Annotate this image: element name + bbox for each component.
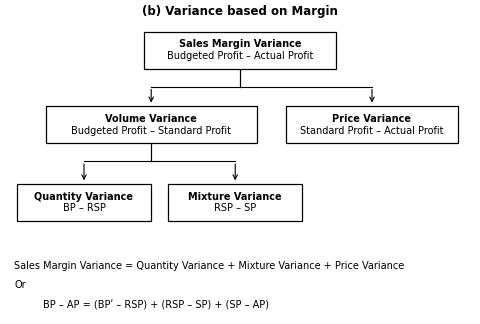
Text: Sales Margin Variance: Sales Margin Variance: [179, 39, 301, 49]
FancyBboxPatch shape: [144, 32, 336, 69]
Text: Budgeted Profit – Actual Profit: Budgeted Profit – Actual Profit: [167, 51, 313, 61]
Text: Budgeted Profit – Standard Profit: Budgeted Profit – Standard Profit: [71, 126, 231, 136]
FancyBboxPatch shape: [46, 106, 257, 143]
Text: Volume Variance: Volume Variance: [105, 114, 197, 124]
Text: Or: Or: [14, 280, 26, 290]
Text: Mixture Variance: Mixture Variance: [188, 191, 282, 202]
Text: Sales Margin Variance = Quantity Variance + Mixture Variance + Price Variance: Sales Margin Variance = Quantity Varianc…: [14, 261, 405, 271]
Text: BP – AP = (BPʹ – RSP) + (RSP – SP) + (SP – AP): BP – AP = (BPʹ – RSP) + (RSP – SP) + (SP…: [43, 300, 269, 310]
Text: Price Variance: Price Variance: [333, 114, 411, 124]
Text: Standard Profit – Actual Profit: Standard Profit – Actual Profit: [300, 126, 444, 136]
Text: BP – RSP: BP – RSP: [62, 203, 106, 214]
FancyBboxPatch shape: [168, 184, 302, 221]
FancyBboxPatch shape: [17, 184, 151, 221]
Text: Quantity Variance: Quantity Variance: [35, 191, 133, 202]
Text: (b) Variance based on Margin: (b) Variance based on Margin: [142, 5, 338, 18]
Text: RSP – SP: RSP – SP: [214, 203, 256, 214]
FancyBboxPatch shape: [286, 106, 458, 143]
